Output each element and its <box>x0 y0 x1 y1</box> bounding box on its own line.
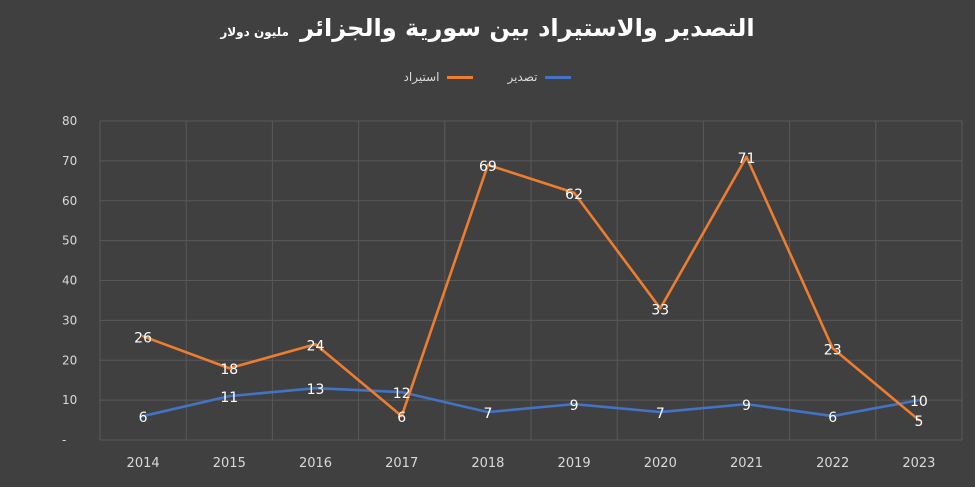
legend-label-import: استيراد <box>403 70 440 84</box>
y-tick-label: 80 <box>62 114 77 128</box>
data-label-export: 10 <box>910 394 928 410</box>
x-tick-label: 2021 <box>730 456 763 471</box>
y-tick-label: 30 <box>62 313 77 327</box>
chart-legend: تصدير استيراد <box>0 70 975 84</box>
y-tick-label: 10 <box>62 393 77 407</box>
data-label-export: 12 <box>393 386 411 402</box>
data-label-export: 9 <box>570 398 579 414</box>
x-tick-label: 2017 <box>385 456 418 471</box>
series-line-export <box>141 386 921 418</box>
y-tick-label: - <box>62 433 66 447</box>
legend-swatch-export <box>545 75 572 79</box>
legend-label-export: تصدير <box>507 70 538 84</box>
data-label-import: 71 <box>738 151 756 167</box>
x-tick-label: 2018 <box>471 456 504 471</box>
series-line-import <box>141 155 921 422</box>
data-label-export: 7 <box>656 406 665 422</box>
y-tick-label: 50 <box>62 234 77 248</box>
x-tick-label: 2014 <box>127 456 160 471</box>
data-label-import: 18 <box>220 362 238 378</box>
x-tick-label: 2022 <box>816 456 849 471</box>
data-label-export: 9 <box>742 398 751 414</box>
x-tick-label: 2023 <box>902 456 935 471</box>
data-label-import: 33 <box>651 302 669 318</box>
chart-title-text: التصدير والاستيراد بين سورية والجزائر <box>300 14 755 42</box>
y-tick-label: 60 <box>62 194 77 208</box>
x-tick-label: 2016 <box>299 456 332 471</box>
legend-item-export: تصدير <box>507 70 572 84</box>
data-label-import: 6 <box>397 410 406 426</box>
data-label-import: 24 <box>307 338 325 354</box>
data-label-export: 6 <box>828 410 837 426</box>
data-label-import: 26 <box>134 330 152 346</box>
data-label-import: 23 <box>824 342 842 358</box>
y-tick-label: 70 <box>62 154 77 168</box>
data-label-export: 6 <box>139 410 148 426</box>
legend-item-import: استيراد <box>404 70 474 84</box>
legend-swatch-import <box>447 75 474 79</box>
data-label-export: 11 <box>220 390 238 406</box>
y-tick-label: 20 <box>62 353 77 367</box>
chart-unit-label: مليون دولار <box>220 25 289 39</box>
x-tick-label: 2019 <box>558 456 591 471</box>
data-label-import: 62 <box>565 187 583 203</box>
data-label-export: 13 <box>307 382 325 398</box>
data-label-import: 5 <box>914 414 923 430</box>
x-tick-label: 2020 <box>644 456 677 471</box>
data-label-export: 7 <box>483 406 492 422</box>
data-label-import: 69 <box>479 159 497 175</box>
x-tick-label: 2015 <box>213 456 246 471</box>
y-tick-label: 40 <box>62 274 77 288</box>
chart-title: التصدير والاستيراد بين سورية والجزائر مل… <box>0 14 975 42</box>
